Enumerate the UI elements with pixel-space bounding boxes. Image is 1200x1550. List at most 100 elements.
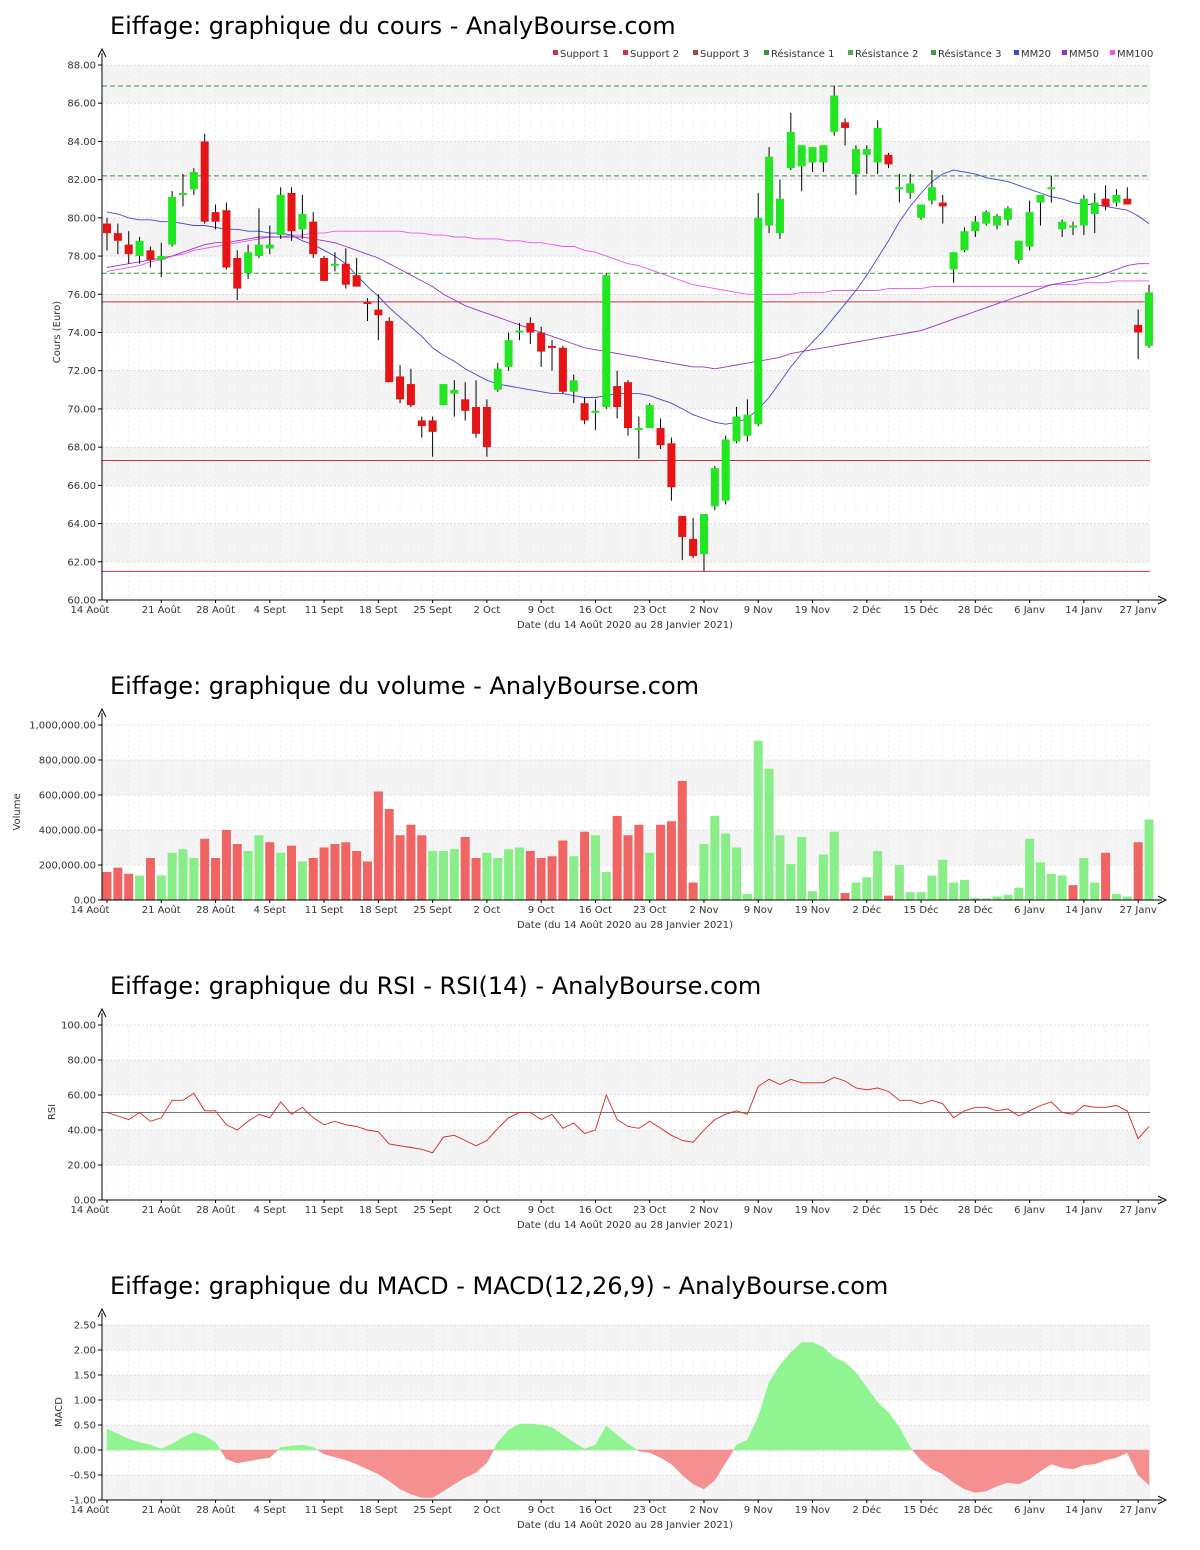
candle-body [732,416,741,442]
legend-swatch [848,50,853,55]
volume-xtick-label: 19 Nov [795,905,831,916]
price-xtick-label: 2 Oct [473,605,500,616]
volume-y-arrow [97,707,107,718]
price-ytick-label: 76.00 [67,290,96,301]
volume-bar [1090,882,1100,900]
macd-xtick-label: 23 Oct [633,1505,666,1516]
price-xtick-label: 28 Août [196,604,235,616]
candle-body [168,196,177,245]
candle-body [602,275,611,408]
candle-body [428,420,437,432]
volume-bar [992,896,1002,900]
rsi-xtick-label: 11 Sept [305,1205,344,1216]
macd-ytick-label: 1.00 [74,1396,96,1407]
volume-bar [938,859,948,900]
candle-body [1058,221,1067,230]
price-ytick-label: 66.00 [67,481,96,492]
volume-bar [797,837,807,900]
volume-x-arrow [1157,895,1168,905]
macd-xtick-label: 4 Sept [254,1505,286,1516]
legend-label: Résistance 3 [938,48,1001,60]
volume-xtick-label: 14 Janv [1065,905,1102,916]
candle-body [417,420,426,427]
price-ytick-label: 70.00 [67,404,96,415]
volume-xtick-label: 2 Oct [473,905,500,916]
volume-ytick-label: 0.00 [74,896,96,907]
price-x-arrow [1157,595,1168,605]
candle-body [363,301,372,304]
macd-ytick-label: 0.50 [74,1421,96,1432]
candle-body [982,212,991,224]
candle-body [482,407,491,448]
volume-bar [1014,887,1024,900]
macd-xtick-label: 2 Oct [473,1505,500,1516]
candle-body [526,322,535,333]
macd-positive-area [106,1341,913,1451]
legend-swatch [1014,50,1019,55]
rsi-ytick-label: 40.00 [67,1126,96,1137]
volume-bar [200,838,210,900]
candle-body [1112,194,1121,203]
volume-xtick-label: 2 Déc [852,904,881,916]
volume-ytick-label: 800,000.00 [39,756,96,767]
candle-body [396,376,405,400]
candle-body [569,380,578,392]
candle-body [786,131,795,169]
volume-bar [786,864,796,900]
candle-body [244,252,253,274]
volume-bar [211,858,221,900]
macd-chart-title: Eiffage: graphique du MACD - MACD(12,26,… [110,1272,888,1300]
macd-xtick-label: 14 Janv [1065,1505,1102,1516]
candle-body [135,240,144,257]
volume-bar [1057,875,1067,900]
volume-bar [308,858,318,900]
volume-chart-title: Eiffage: graphique du volume - AnalyBour… [110,672,699,700]
rsi-y-axis-label: RSI [47,1104,58,1120]
candle-body [993,215,1002,226]
candle-body [222,210,231,268]
rsi-ytick-label: 80.00 [67,1056,96,1067]
volume-bar [590,835,600,900]
price-ytick-label: 80.00 [67,213,96,224]
rsi-xtick-label: 14 Janv [1065,1205,1102,1216]
volume-bar [829,831,839,900]
volume-bar [395,835,405,900]
candle-body [613,386,622,408]
volume-bar [189,858,199,900]
candle-body [1090,202,1099,215]
volume-bar [666,821,676,900]
rsi-xtick-label: 14 Août [71,1204,110,1216]
volume-bar [460,837,470,900]
rsi-y-arrow [97,1007,107,1018]
candle-body [352,275,361,287]
volume-bar [514,847,524,900]
volume-bar [862,877,872,900]
candle-body [591,410,600,413]
macd-xtick-label: 9 Nov [744,1505,773,1516]
candle-body [157,256,166,260]
volume-bar [569,856,579,900]
volume-bar [254,835,264,900]
legend-swatch [1110,50,1115,55]
rsi-x-axis-label: Date (du 14 Août 2020 au 28 Janvier 2021… [517,1219,733,1231]
price-ytick-label: 74.00 [67,328,96,339]
macd-chart: Eiffage: graphique du MACD - MACD(12,26,… [54,1272,1168,1531]
volume-bar [1068,885,1078,900]
price-ytick-label: 84.00 [67,137,96,148]
volume-bar [753,740,763,900]
volume-bar [373,791,383,900]
volume-bar [471,858,481,900]
volume-bar [851,882,861,900]
macd-y-axis-label: MACD [54,1397,65,1427]
rsi-xtick-label: 9 Nov [744,1205,773,1216]
price-ytick-label: 86.00 [67,99,96,110]
price-xtick-label: 4 Sept [254,605,286,616]
volume-bar [916,892,926,900]
volume-xtick-label: 16 Oct [579,905,612,916]
volume-ytick-label: 600,000.00 [39,791,96,802]
rsi-xtick-label: 28 Déc [958,1204,993,1216]
volume-bar [547,856,557,900]
macd-xtick-label: 25 Sept [413,1505,452,1516]
macd-xtick-label: 2 Déc [852,1504,881,1516]
candle-body [298,214,307,230]
